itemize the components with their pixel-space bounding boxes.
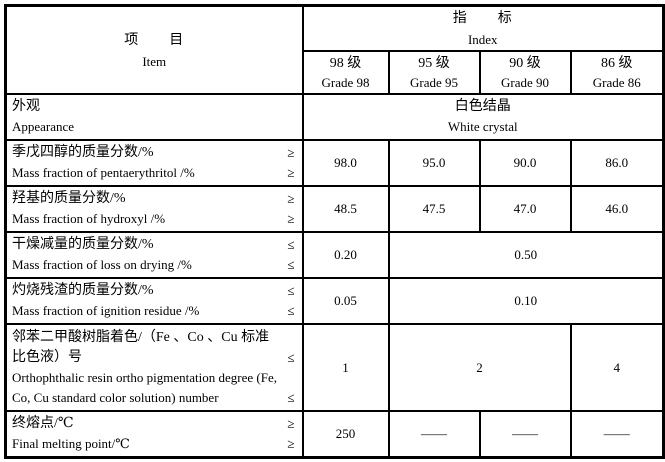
row-value-cell: 4	[569, 323, 665, 412]
item-zh: 邻苯二甲酸树脂着色/（Fe 、Co 、Cu 标准比色液）号	[12, 329, 270, 365]
grade-95-zh: 95 级	[418, 55, 450, 71]
row-value-cell: 0.20	[301, 231, 390, 279]
header-grade-90: 90 级 Grade 90	[478, 50, 572, 95]
header-grade-86: 86 级 Grade 86	[569, 50, 665, 95]
gte-symbol: ≥	[287, 416, 295, 431]
row-value-cell: 47.0	[478, 185, 572, 233]
row-value-cell: 95.0	[387, 139, 481, 187]
item-zh: 终熔点/℃	[12, 416, 74, 431]
item-en: Final melting point/℃	[12, 436, 130, 451]
lte-symbol: ≤	[287, 237, 295, 252]
header-grade-95: 95 级 Grade 95	[387, 50, 481, 95]
item-en: Mass fraction of loss on drying /%	[12, 257, 192, 272]
item-zh: 干燥减量的质量分数/%	[12, 237, 154, 252]
lte-symbol: ≤	[287, 283, 295, 298]
lte-symbol: ≤	[287, 257, 295, 272]
row-loss-on-drying: 干燥减量的质量分数/% ≤ Mass fraction of loss on dr…	[4, 231, 665, 279]
gte-symbol: ≥	[287, 436, 295, 451]
row-appearance: 外观 Appearance 白色结晶 White crystal	[4, 93, 665, 141]
item-en: Orthophthalic resin ortho pigmentation d…	[12, 369, 277, 405]
row-pentaerythritol: 季戊四醇的质量分数/% ≥ Mass fraction of pentaeryth…	[4, 139, 665, 187]
row-item-cell: 邻苯二甲酸树脂着色/（Fe 、Co 、Cu 标准比色液）号 ≤ Orthophth…	[4, 323, 304, 412]
row-hydroxyl: 羟基的质量分数/% ≥ Mass fraction of hydroxyl /% ≥…	[4, 185, 665, 233]
grade-90-zh: 90 级	[509, 55, 541, 71]
row-value-cell: 0.05	[301, 277, 390, 325]
row-value-cell: 48.5	[301, 185, 390, 233]
header-item-zh: 项 目	[124, 32, 185, 48]
header-item-en: Item	[142, 53, 167, 69]
grade-95-en: Grade 95	[409, 74, 458, 90]
header-index-zh: 指 标	[452, 11, 513, 26]
grade-86-en: Grade 86	[592, 74, 641, 90]
gte-symbol: ≥	[287, 145, 295, 160]
row-item-cell: 外观 Appearance	[4, 93, 304, 141]
row-pigmentation-degree: 邻苯二甲酸树脂着色/（Fe 、Co 、Cu 标准比色液）号 ≤ Orthophth…	[4, 323, 665, 412]
grade-98-en: Grade 98	[321, 74, 370, 90]
gte-symbol: ≥	[287, 165, 295, 180]
grade-98-zh: 98 级	[329, 55, 362, 71]
header-row-grades: 98 级 Grade 98 95 级 Grade 95 90 级 Grade 9…	[6, 50, 665, 95]
item-zh: 灼烧残渣的质量分数/%	[12, 283, 154, 298]
row-value-cell: 46.0	[569, 185, 665, 233]
row-value-cell-merged: 0.10	[387, 277, 665, 325]
item-zh: 季戊四醇的质量分数/%	[12, 145, 154, 160]
row-item-cell: 干燥减量的质量分数/% ≤ Mass fraction of loss on dr…	[4, 231, 304, 279]
row-item-cell: 终熔点/℃ ≥ Final melting point/℃ ≥	[4, 410, 304, 459]
row-item-cell: 灼烧残渣的质量分数/% ≤ Mass fraction of ignition r…	[4, 277, 304, 325]
item-zh: 羟基的质量分数/%	[12, 191, 126, 206]
item-en: Mass fraction of hydroxyl /%	[12, 211, 166, 226]
row-value-cell: 250	[301, 410, 390, 459]
item-en: Mass fraction of ignition residue /%	[12, 303, 200, 318]
gte-symbol: ≥	[287, 191, 295, 206]
row-ignition-residue: 灼烧残渣的质量分数/% ≤ Mass fraction of ignition r…	[4, 277, 665, 325]
row-value-cell-dash: ——	[478, 410, 572, 459]
row-value-cell: 1	[301, 323, 390, 412]
header-grade-98: 98 级 Grade 98	[301, 50, 390, 95]
row-value-cell: 90.0	[478, 139, 572, 187]
row-value-cell: 白色结晶 White crystal	[301, 93, 665, 141]
spec-table: 项 目 Item 指 标 Index 98 级 Grade 98 95 级 Gr…	[4, 4, 665, 459]
row-value-cell: 98.0	[301, 139, 390, 187]
row-value-cell-merged: 0.50	[387, 231, 665, 279]
row-value-cell-dash: ——	[569, 410, 665, 459]
row-item-cell: 羟基的质量分数/% ≥ Mass fraction of hydroxyl /% ≥	[4, 185, 304, 233]
header-item-cell: 项 目 Item	[4, 4, 304, 95]
row-value-cell: 86.0	[569, 139, 665, 187]
grade-90-en: Grade 90	[500, 74, 549, 90]
lte-symbol: ≤	[287, 389, 295, 405]
header-row-index: 项 目 Item 指 标 Index	[4, 4, 665, 95]
row-value-cell-dash: ——	[387, 410, 481, 459]
lte-symbol: ≤	[287, 303, 295, 318]
row-value-cell: 47.5	[387, 185, 481, 233]
lte-symbol: ≤	[287, 349, 295, 365]
row-value-cell-merged: 2	[387, 323, 572, 412]
value-zh: 白色结晶	[454, 99, 511, 114]
value-en: White crystal	[447, 119, 518, 134]
item-en: Appearance	[12, 119, 75, 134]
grade-86-zh: 86 级	[601, 55, 633, 71]
header-index-en: Index	[467, 32, 498, 47]
item-zh: 外观	[12, 99, 40, 114]
header-index-cell: 指 标 Index	[301, 4, 665, 52]
gte-symbol: ≥	[287, 211, 295, 226]
item-en: Mass fraction of pentaerythritol /%	[12, 165, 195, 180]
row-final-melting-point: 终熔点/℃ ≥ Final melting point/℃ ≥ 250 —— —— …	[4, 410, 665, 459]
row-item-cell: 季戊四醇的质量分数/% ≥ Mass fraction of pentaeryth…	[4, 139, 304, 187]
